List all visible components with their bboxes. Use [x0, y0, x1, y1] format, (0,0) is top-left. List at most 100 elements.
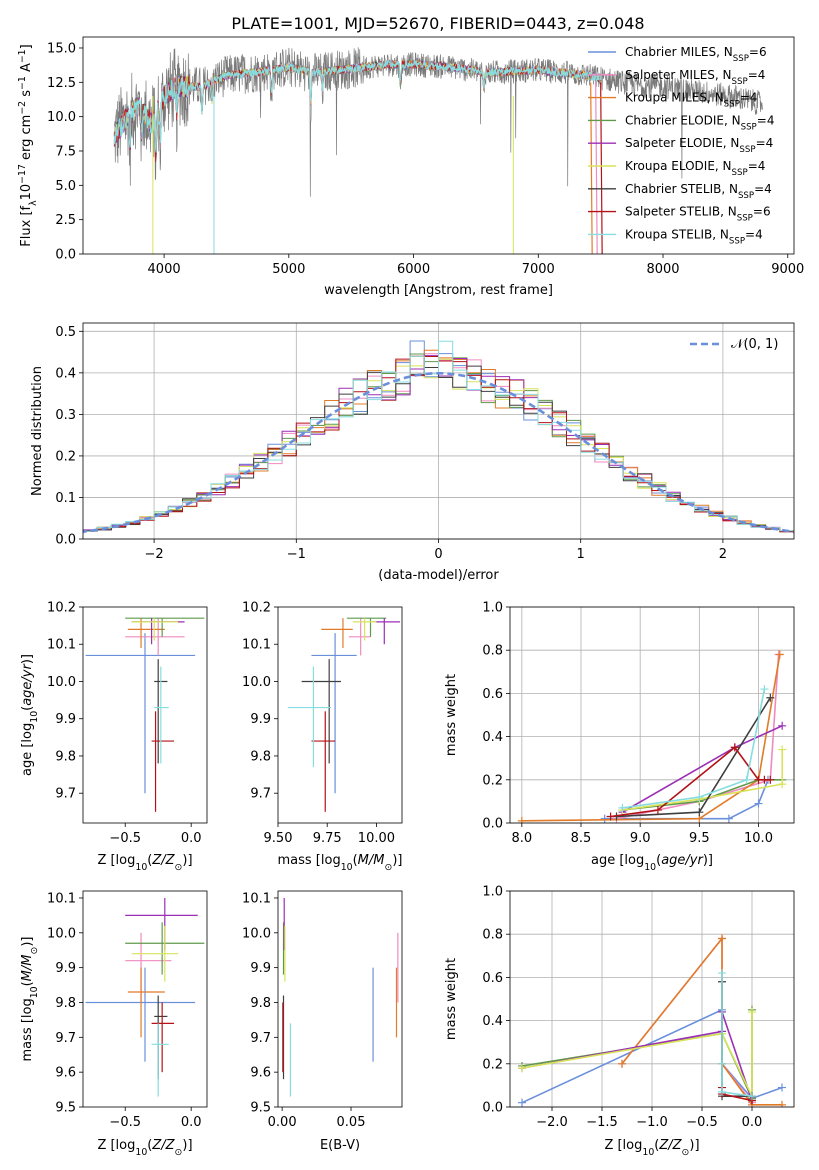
weight-marker [730, 743, 739, 752]
y-tick-label: 9.9 [250, 712, 271, 727]
x-axis-label: wavelength [Angstrom, rest frame] [324, 283, 553, 298]
x-tick-label: 5000 [272, 262, 305, 277]
y-tick-label: 10.0 [47, 110, 76, 125]
y-tick-label: 2.5 [55, 213, 76, 228]
x-axis-label: mass [log10(M/M⊙)] [278, 853, 403, 873]
y-tick-label: 7.5 [55, 144, 76, 159]
frame-age_vs_mass: 9.50 9.75 10.00 9.7 9.8 9.9 10.0 10.1 10.2 mass [… [242, 601, 402, 873]
y-tick-label: 10.0 [47, 675, 76, 690]
y-axis-label: mass [log10(M/M⊙)] [20, 937, 40, 1062]
legend-label: Chabrier ELODIE, NSSP=4 [625, 113, 774, 132]
y-tick-label: 9.7 [250, 787, 271, 802]
weight-marker [724, 814, 733, 823]
y-tick-label: 0.2 [482, 1057, 503, 1072]
y-tick-label: 9.6 [250, 1066, 271, 1081]
weight-marker [775, 650, 784, 659]
weight-marker [778, 1083, 786, 1092]
weight-marker [718, 934, 726, 943]
marks-age_vs_Z [85, 617, 205, 812]
weight-marker [653, 806, 662, 815]
weight-marker [778, 721, 787, 730]
weight-marker [718, 1059, 726, 1068]
x-tick-label: 2 [719, 547, 727, 562]
panel-mass_vs_ebv: 0.00 0.05 9.5 9.6 9.7 9.8 9.9 10.0 10.1 E(B-V) [242, 890, 403, 1153]
legend-label: Kroupa ELODIE, NSSP=4 [625, 159, 765, 178]
weight-marker [742, 775, 751, 784]
x-tick-label: 0.0 [181, 1115, 202, 1130]
axes-frame [509, 606, 795, 824]
y-axis-label: mass weight [444, 958, 459, 1040]
marks-spectrum [113, 47, 764, 254]
legend-label: Kroupa MILES, NSSP=4 [625, 91, 758, 110]
y-tick-label: 9.9 [55, 961, 76, 976]
x-tick-label: 9.75 [313, 831, 342, 846]
legend-label: Salpeter ELODIE, NSSP=4 [625, 136, 773, 155]
weight-marker [618, 1059, 626, 1068]
weight-marker [718, 1087, 726, 1096]
legend-label: 𝒩(0, 1) [731, 337, 778, 352]
weight-marker [695, 808, 704, 817]
model-fit-line [113, 59, 602, 153]
x-tick-label: 0.0 [181, 831, 202, 846]
figure-title: PLATE=1001, MJD=52670, FIBERID=0443, z=0… [231, 14, 644, 33]
panel-residuals: −2 −1 0 1 2 0.0 0.1 0.2 0.3 0.4 0.5 (data-model)/er… [30, 322, 795, 583]
x-tick-label: −1.5 [586, 1115, 618, 1130]
y-tick-label: 10.1 [242, 638, 271, 653]
x-tick-label: −0.5 [109, 831, 141, 846]
y-axis-label: Flux [fλ10−17 erg cm−2 s−1 A−1] [17, 44, 39, 246]
y-tick-label: 9.7 [250, 1031, 271, 1046]
y-tick-label: 9.5 [250, 1101, 271, 1116]
x-tick-label: −1 [287, 547, 306, 562]
y-tick-label: 10.1 [47, 891, 76, 906]
y-tick-label: 10.0 [47, 926, 76, 941]
weight-marker [518, 1064, 526, 1073]
y-tick-label: 0.5 [55, 325, 76, 340]
y-tick-label: 0.6 [482, 687, 503, 702]
weight-marker [766, 693, 775, 702]
legend-spectrum: Chabrier MILES, NSSP=6 Salpeter MILES, NS… [588, 45, 774, 246]
y-tick-label: 9.6 [55, 1066, 76, 1081]
axes-frame [82, 322, 795, 540]
axes-frame [82, 890, 208, 1108]
y-axis-label: mass weight [444, 674, 459, 756]
x-tick-label: −2 [145, 547, 164, 562]
y-tick-label: 1.0 [482, 885, 503, 900]
weight-line [521, 1009, 753, 1099]
panel-age_vs_mass: 9.50 9.75 10.00 9.7 9.8 9.9 10.0 10.1 10.2 mass [… [242, 601, 402, 873]
y-tick-label: 0.4 [482, 1014, 503, 1029]
y-tick-label: 9.8 [250, 749, 271, 764]
model-edge [590, 82, 593, 254]
weight-marker [517, 816, 526, 823]
y-tick-label: 10.2 [47, 601, 76, 616]
model-edge [600, 82, 603, 254]
panel-weight_vs_Z: −2.0 −1.5 −1.0 −0.5 0.0 0.0 0.2 0.4 0.6 0.8 1.0 mas… [444, 885, 795, 1158]
x-axis-label: age [log10(age/yr)] [591, 853, 713, 873]
x-tick-label: −1.0 [636, 1115, 668, 1130]
marks-weight_vs_age [517, 650, 787, 823]
weight-marker [600, 814, 609, 823]
y-tick-label: 9.8 [250, 996, 271, 1011]
y-tick-label: 9.7 [55, 1031, 76, 1046]
legend-label: Kroupa STELIB, NSSP=4 [625, 227, 763, 246]
x-axis-label: Z [log10(Z/Z⊙)] [97, 853, 192, 873]
x-axis-label: (data-model)/error [378, 568, 499, 583]
y-tick-label: 0.0 [55, 248, 76, 263]
x-axis-label: Z [log10(Z/Z⊙)] [97, 1138, 192, 1158]
marks-weight_vs_Z [518, 934, 786, 1107]
frame-age_vs_Z: −0.5 0.0 9.7 9.8 9.9 10.0 10.1 10.2 Z [log10(Z/Z… [20, 601, 208, 873]
x-tick-label: 7000 [522, 262, 555, 277]
axes-frame [82, 36, 795, 255]
panel-age_vs_Z: −0.5 0.0 9.7 9.8 9.9 10.0 10.1 10.2 Z [log10(Z/Z… [20, 601, 208, 873]
model-edge [595, 82, 598, 254]
x-tick-label: 9.0 [630, 831, 651, 846]
y-tick-label: 0.0 [482, 817, 503, 832]
y-tick-label: 0.1 [55, 491, 76, 506]
panel-mass_vs_Z: −0.5 0.0 9.5 9.6 9.7 9.8 9.9 10.0 10.1 Z [log10(Z… [20, 890, 208, 1158]
y-tick-label: 0.4 [482, 730, 503, 745]
x-tick-label: 4000 [148, 262, 181, 277]
y-tick-label: 0.8 [482, 644, 503, 659]
x-axis-label: Z [log10(Z/Z⊙)] [604, 1138, 699, 1158]
y-tick-label: 9.7 [55, 787, 76, 802]
weight-marker [618, 803, 627, 812]
weight-marker [606, 812, 615, 821]
